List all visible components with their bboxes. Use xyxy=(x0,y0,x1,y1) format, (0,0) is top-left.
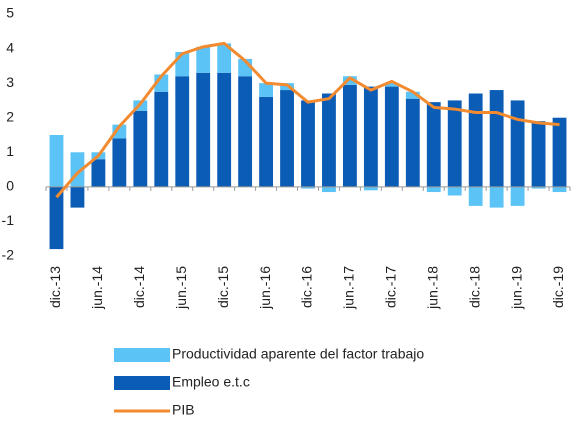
bar xyxy=(259,96,273,187)
bar xyxy=(301,186,315,189)
bar xyxy=(405,91,420,99)
bar xyxy=(49,186,64,250)
x-tick-label: dic.-14 xyxy=(131,266,147,308)
bar xyxy=(510,100,525,187)
legend-label: Empleo e.t.c xyxy=(172,374,250,390)
x-tick-label: jun.-17 xyxy=(341,266,357,310)
x-tick-label: jun.-15 xyxy=(173,266,189,310)
y-tick-label: -2 xyxy=(2,247,15,263)
bar xyxy=(49,135,64,187)
bar xyxy=(552,117,567,187)
bar xyxy=(489,90,504,187)
bar xyxy=(112,138,127,187)
bar xyxy=(133,110,148,187)
x-tick-label: dic.-17 xyxy=(383,266,399,308)
x-tick-label: dic.-15 xyxy=(215,266,231,308)
legend-label: Productividad aparente del factor trabaj… xyxy=(172,346,424,362)
bar xyxy=(259,83,273,97)
bar xyxy=(426,102,441,187)
legend-swatch xyxy=(114,348,170,362)
bar xyxy=(363,186,378,191)
bar xyxy=(322,93,336,187)
y-tick-label: -1 xyxy=(2,212,15,228)
bar xyxy=(280,90,294,187)
bar xyxy=(343,84,357,187)
bar xyxy=(175,76,190,187)
legend-label: PIB xyxy=(172,402,195,418)
bar xyxy=(91,159,106,187)
x-tick-label: dic.-16 xyxy=(299,266,315,308)
bar xyxy=(301,100,315,187)
x-tick-label: jun.-19 xyxy=(508,266,524,310)
x-tick-label: jun.-18 xyxy=(424,266,440,310)
bar xyxy=(217,43,232,73)
x-tick-label: dic.-13 xyxy=(47,266,63,308)
bar xyxy=(384,86,399,187)
bar xyxy=(447,186,462,196)
bar xyxy=(238,76,253,187)
bar xyxy=(196,46,211,73)
bar xyxy=(531,121,546,187)
bar xyxy=(343,76,357,85)
bar xyxy=(70,186,85,208)
bar xyxy=(531,186,546,189)
y-tick-label: 3 xyxy=(6,74,14,90)
y-tick-label: 2 xyxy=(6,108,14,124)
x-tick-label: jun.-16 xyxy=(257,266,273,310)
bar xyxy=(154,91,169,187)
x-tick-label: dic.-18 xyxy=(466,266,482,308)
bar xyxy=(552,186,567,193)
bar xyxy=(322,186,336,193)
x-tick-label: jun.-14 xyxy=(89,266,105,310)
bar xyxy=(510,186,525,206)
x-tick-label: dic.-19 xyxy=(550,266,566,308)
bar xyxy=(447,100,462,187)
line xyxy=(55,41,560,199)
bar xyxy=(363,86,378,187)
bar xyxy=(468,93,483,187)
y-tick-label: 4 xyxy=(6,39,14,55)
y-tick-label: 5 xyxy=(6,5,14,21)
bar xyxy=(468,186,483,206)
legend-swatch xyxy=(114,376,170,390)
bar xyxy=(217,72,232,187)
bar xyxy=(112,124,127,139)
bar xyxy=(384,83,399,87)
bar xyxy=(426,186,441,193)
bar xyxy=(405,98,420,187)
bar xyxy=(489,186,504,208)
y-tick-label: 1 xyxy=(6,143,14,159)
bar xyxy=(196,72,211,187)
y-tick-label: 0 xyxy=(6,178,14,194)
